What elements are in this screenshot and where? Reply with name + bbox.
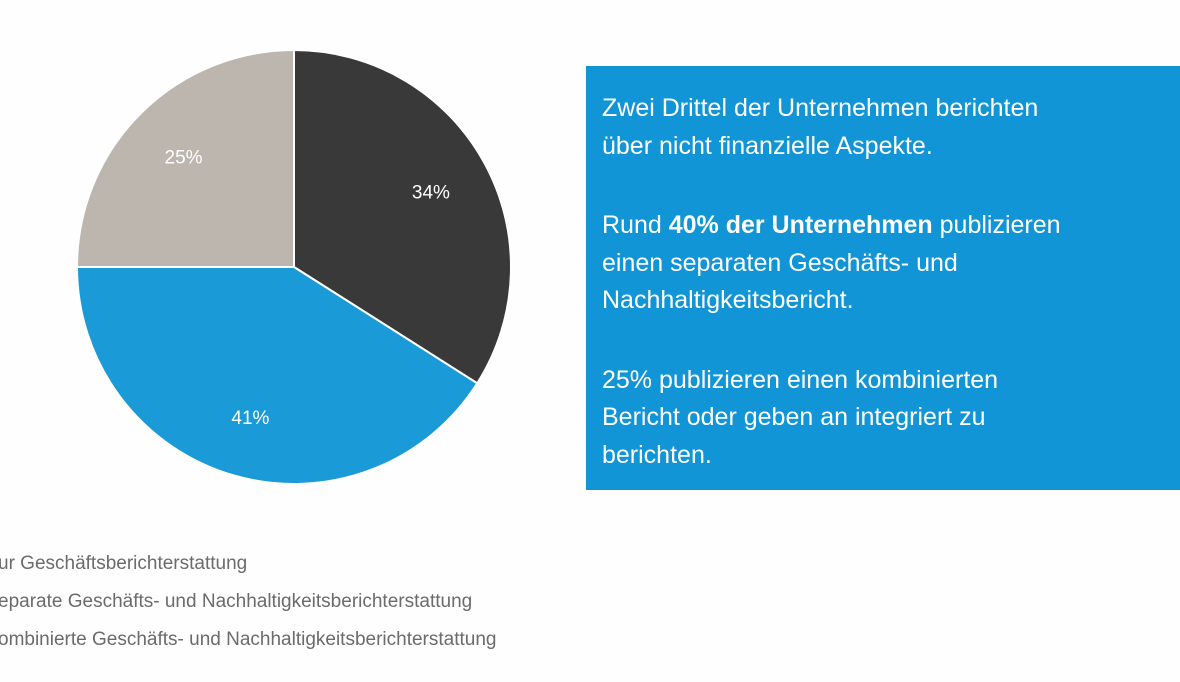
info-paragraph-1: Zwei Drittel der Unternehmen berichten üb… xyxy=(602,94,1039,160)
slice-label: 25% xyxy=(165,148,203,169)
pie-slice xyxy=(293,48,512,385)
slice-label: 41% xyxy=(231,408,269,429)
legend-item: eparate Geschäfts- und Nachhaltigkeitsbe… xyxy=(0,591,473,612)
legend-item: ombinierte Geschäfts- und Nachhaltigkeit… xyxy=(0,629,497,650)
slice-label: 34% xyxy=(412,183,450,204)
legend: ur Geschäftsberichterstattung eparate Ge… xyxy=(0,545,496,659)
pie-slice xyxy=(75,266,479,485)
info-paragraph-3: 25% publizieren einen kombinierten Berich… xyxy=(602,365,999,469)
pie-slice xyxy=(75,48,295,268)
legend-item: ur Geschäftsberichterstattung xyxy=(0,553,248,574)
info-box: Zwei Drittel der Unternehmen berichten üb… xyxy=(586,66,1180,490)
info-paragraph-2: Rund 40% der Unternehmen publizieren eine… xyxy=(602,211,1061,314)
pie-chart: 34% 41% 25% xyxy=(75,48,512,485)
